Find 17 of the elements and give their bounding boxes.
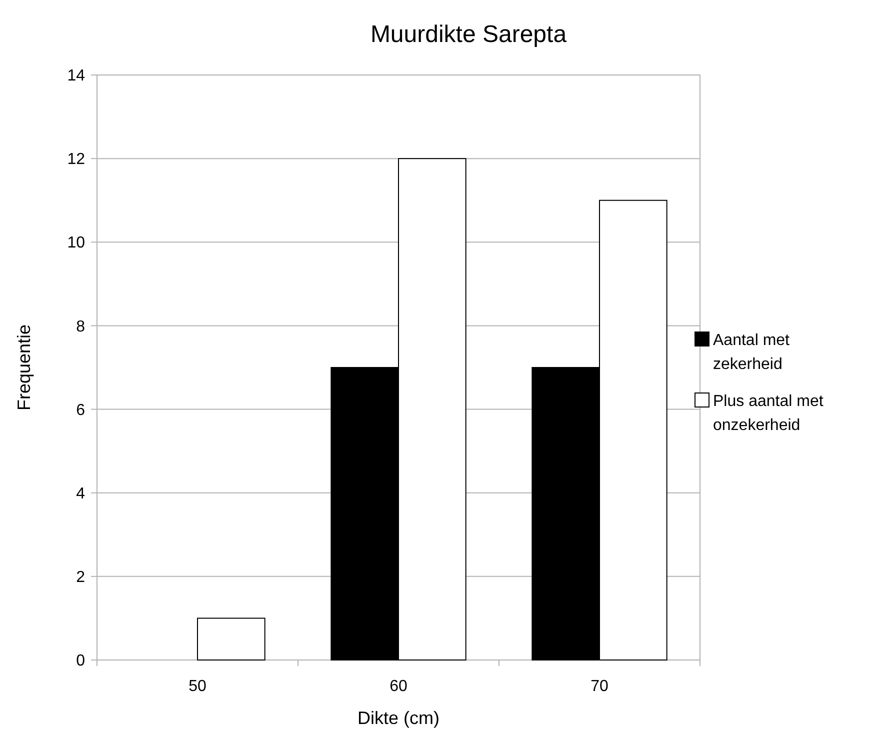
x-tick-label: 60 xyxy=(390,678,408,695)
chart-title: Muurdikte Sarepta xyxy=(370,21,568,48)
y-tick-label: 0 xyxy=(76,652,86,670)
y-tick-label: 4 xyxy=(76,485,86,502)
x-tick-label: 70 xyxy=(590,678,608,695)
bar xyxy=(197,618,266,660)
legend-label: Plus aantal met onzekerheid xyxy=(713,393,824,434)
y-tick-label: 6 xyxy=(76,402,86,419)
y-tick-label: 14 xyxy=(67,68,86,85)
legend-label: Aantal met zekerheid xyxy=(713,332,790,373)
y-axis-title: Frequentie xyxy=(14,324,34,411)
y-tick-label: 2 xyxy=(76,569,86,586)
y-tick-label: 12 xyxy=(67,151,86,168)
x-axis-title: Dikte (cm) xyxy=(358,708,440,728)
x-tick-label: 50 xyxy=(188,678,206,695)
y-tick-label: 10 xyxy=(67,234,86,252)
y-tick-label: 8 xyxy=(76,318,86,336)
